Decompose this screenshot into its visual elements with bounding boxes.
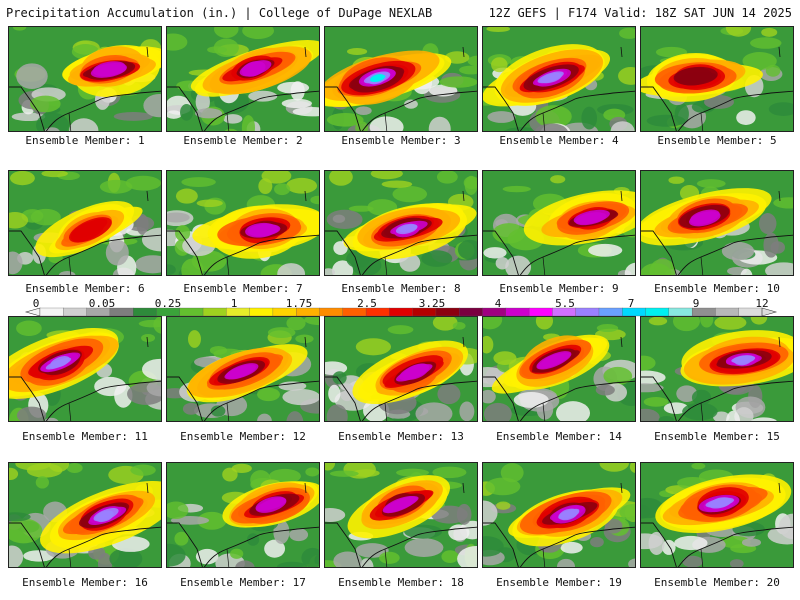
precip-map [9, 27, 161, 131]
ensemble-map-panel [482, 316, 636, 422]
legend-tick-label: 1.75 [285, 297, 313, 310]
ensemble-member-label: Ensemble Member: 2 [183, 134, 303, 147]
precip-map [483, 171, 635, 275]
ensemble-map-panel [640, 462, 794, 568]
ensemble-map-panel [482, 170, 636, 276]
legend-color-swatch [575, 307, 600, 317]
precip-map [483, 463, 635, 567]
ensemble-map-panel [166, 170, 320, 276]
precip-map [325, 317, 477, 421]
precip-map [641, 27, 793, 131]
legend-color-swatch [319, 307, 344, 317]
legend-tick-label: 0 [32, 297, 40, 310]
precip-map [641, 463, 793, 567]
legend-color-swatch [668, 307, 693, 317]
legend-color-swatch [63, 307, 88, 317]
precip-map [641, 171, 793, 275]
legend-color-swatch [528, 307, 553, 317]
legend-color-swatch [133, 307, 157, 317]
precip-map [325, 463, 477, 567]
map-title: Precipitation Accumulation (in.) | Colle… [6, 6, 433, 20]
ensemble-map-panel [324, 170, 478, 276]
ensemble-map-panel [324, 26, 478, 132]
ensemble-map-panel [8, 316, 162, 422]
ensemble-map-panel [8, 26, 162, 132]
precip-map [167, 317, 319, 421]
ensemble-map-panel [166, 26, 320, 132]
legend-tick-label: 9 [692, 297, 700, 310]
legend-tick-label: 1 [230, 297, 238, 310]
ensemble-member-label: Ensemble Member: 7 [183, 282, 303, 295]
legend-color-swatch [179, 307, 204, 317]
ensemble-member-label: Ensemble Member: 5 [657, 134, 777, 147]
legend-color-swatch [389, 307, 414, 317]
ensemble-member-label: Ensemble Member: 17 [180, 576, 306, 589]
precip-map [9, 171, 161, 275]
legend-tick-label: 5.5 [555, 297, 575, 310]
ensemble-member-label: Ensemble Member: 15 [654, 430, 780, 443]
legend-color-swatch [645, 307, 670, 317]
legend-tick-label: 0.05 [88, 297, 116, 310]
ensemble-map-panel [166, 462, 320, 568]
precip-map [9, 463, 161, 567]
ensemble-member-label: Ensemble Member: 16 [22, 576, 148, 589]
precip-map [9, 317, 161, 421]
ensemble-member-label: Ensemble Member: 8 [341, 282, 461, 295]
legend-tick-label: 2.5 [357, 297, 377, 310]
ensemble-map-panel [482, 462, 636, 568]
legend-color-swatch [598, 307, 623, 317]
ensemble-member-label: Ensemble Member: 18 [338, 576, 464, 589]
legend-tick-label: 0.25 [154, 297, 182, 310]
ensemble-member-label: Ensemble Member: 4 [499, 134, 619, 147]
ensemble-member-label: Ensemble Member: 10 [654, 282, 780, 295]
precip-map [641, 317, 793, 421]
precip-map [325, 171, 477, 275]
legend-tick-label: 4 [494, 297, 502, 310]
legend-color-swatch [202, 307, 227, 317]
legend-color-swatch [249, 307, 274, 317]
legend-color-swatch [505, 307, 530, 317]
precip-map [167, 463, 319, 567]
ensemble-member-label: Ensemble Member: 9 [499, 282, 619, 295]
legend-tick-label: 7 [627, 297, 635, 310]
ensemble-member-label: Ensemble Member: 11 [22, 430, 148, 443]
ensemble-member-label: Ensemble Member: 3 [341, 134, 461, 147]
ensemble-member-label: Ensemble Member: 12 [180, 430, 306, 443]
ensemble-map-panel [482, 26, 636, 132]
ensemble-map-panel [8, 170, 162, 276]
legend-tick-label: 12 [755, 297, 769, 310]
legend-color-swatch [459, 307, 483, 317]
ensemble-map-panel [8, 462, 162, 568]
ensemble-member-label: Ensemble Member: 19 [496, 576, 622, 589]
precip-map [483, 27, 635, 131]
ensemble-member-label: Ensemble Member: 1 [25, 134, 145, 147]
ensemble-map-panel [640, 316, 794, 422]
legend-color-swatch [715, 307, 740, 317]
ensemble-map-panel [640, 26, 794, 132]
legend-tick-label: 3.25 [418, 297, 446, 310]
precip-map [483, 317, 635, 421]
ensemble-member-label: Ensemble Member: 20 [654, 576, 780, 589]
ensemble-map-panel [166, 316, 320, 422]
ensemble-map-panel [324, 316, 478, 422]
color-scale-legend [24, 307, 778, 317]
ensemble-member-label: Ensemble Member: 6 [25, 282, 145, 295]
ensemble-member-label: Ensemble Member: 13 [338, 430, 464, 443]
ensemble-map-panel [324, 462, 478, 568]
legend-color-swatch [39, 307, 64, 317]
ensemble-map-panel [640, 170, 794, 276]
precip-map [167, 171, 319, 275]
model-run-info: 12Z GEFS | F174 Valid: 18Z SAT JUN 14 20… [488, 6, 792, 20]
precip-map [167, 27, 319, 131]
ensemble-member-label: Ensemble Member: 14 [496, 430, 622, 443]
precip-map [325, 27, 477, 131]
